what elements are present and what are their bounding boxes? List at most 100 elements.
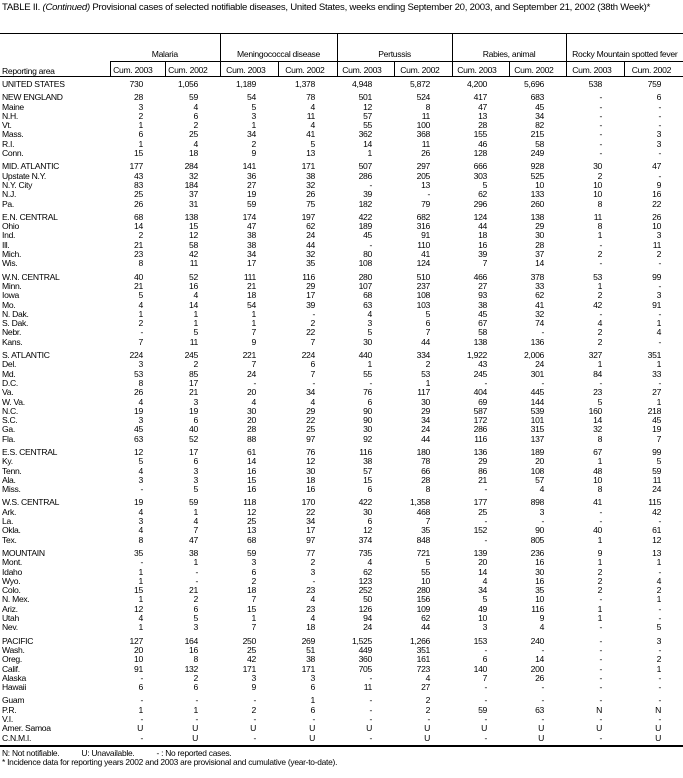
value-cell: -	[369, 239, 373, 250]
value-cell: 39	[478, 249, 488, 260]
value-cell: 5	[193, 613, 199, 624]
value-cell: 24	[363, 622, 373, 633]
reporting-area-cell: Wyo.	[2, 575, 21, 586]
value-cell: -	[658, 308, 662, 319]
subheader-cum-2003: Cum. 2003	[219, 61, 279, 77]
table-row: Ill. 21 58 38 44 - 110 16 28 - 11	[0, 239, 683, 250]
value-cell: 7	[310, 368, 316, 379]
value-cell: 5	[193, 484, 199, 495]
value-cell: 315	[530, 424, 545, 435]
value-cell: -	[140, 714, 143, 724]
value-cell: -	[195, 714, 199, 724]
reporting-area-cell: Oreg.	[2, 654, 22, 665]
table-row: La. 3 4 25 34 6 7- - - -	[0, 516, 683, 527]
value-cell: 61	[247, 446, 257, 457]
value-cell: U	[278, 733, 338, 747]
value-cell: 91	[652, 299, 662, 310]
reporting-area-cell: N. Dak.	[2, 308, 29, 319]
table-row: S. ATLANTIC 224 245 221 224 440 334 1,922 2,006 3…	[0, 347, 683, 360]
value-cell: 124	[473, 211, 488, 222]
value-cell: 29	[421, 405, 431, 416]
value-cell: -	[369, 672, 373, 683]
value-cell: 7	[251, 622, 257, 633]
value-cell: 86	[478, 465, 488, 476]
header-rabies: Rabies, animal	[451, 33, 567, 62]
value-cell: 26	[134, 198, 143, 209]
value-cell: 5,696	[524, 79, 545, 89]
table-row: Ind. 2 12 38 24 45 91 18 30 1 3	[0, 230, 683, 241]
value-cell: 99	[652, 446, 662, 457]
value-cell: 245	[184, 350, 199, 361]
reporting-area-cell: MOUNTAIN	[2, 547, 45, 558]
value-cell: 6	[310, 359, 316, 370]
value-cell: 362	[358, 129, 373, 140]
value-cell: 124	[416, 258, 431, 269]
value-cell: 136	[473, 446, 488, 457]
reporting-area-cell: S.C.	[2, 415, 18, 426]
value-cell: 51	[306, 644, 316, 655]
value-cell: 4	[425, 672, 431, 683]
value-cell: U	[481, 723, 488, 734]
value-cell: 13	[247, 525, 257, 536]
value-cell: 7	[482, 258, 488, 269]
value-cell: 37	[189, 189, 199, 200]
reporting-area-cell: Del.	[2, 359, 17, 370]
reporting-area-cell: Mo.	[2, 299, 16, 310]
table-row: Kans. 7 11 9 7 30 44 138 136 2 -	[0, 336, 683, 347]
value-cell: 2	[656, 249, 662, 260]
value-cell: 90	[363, 415, 373, 426]
value-cell: 27	[421, 682, 431, 693]
value-cell: 1	[656, 359, 662, 370]
value-cell: 22	[306, 415, 316, 426]
value-cell: 4,200	[467, 79, 488, 89]
value-cell: 1	[310, 695, 316, 706]
table-row: Tex. 8 47 68 97 374 848 - 805 1 12	[0, 534, 683, 545]
value-cell: 45	[363, 230, 373, 241]
value-cell: 1	[138, 120, 144, 131]
value-cell: 44	[478, 221, 488, 232]
reporting-area-cell: La.	[2, 516, 14, 527]
table-row: Tenn. 4 3 16 30 57 66 86 108 48 59	[0, 465, 683, 476]
value-cell: 78	[306, 92, 316, 103]
value-cell: 55	[363, 120, 373, 131]
value-cell: 30	[247, 405, 257, 416]
value-cell: 4	[310, 101, 316, 112]
value-cell: 30	[363, 506, 373, 517]
value-cell: 215	[530, 129, 545, 140]
value-cell: 26	[421, 148, 431, 159]
value-cell: 11	[593, 211, 603, 222]
value-cell: -	[140, 327, 143, 338]
value-cell: 20	[247, 415, 257, 426]
reporting-area-cell: S. Dak.	[2, 318, 29, 329]
value-cell: 1	[597, 557, 603, 568]
value-cell: 374	[358, 534, 373, 545]
reporting-area-cell: Wash.	[2, 644, 25, 655]
value-cell: -	[599, 506, 603, 517]
value-cell: 25	[189, 129, 199, 140]
value-cell: 286	[358, 170, 373, 181]
table-title: TABLE II. (Continued) Provisional cases …	[0, 0, 683, 31]
value-cell: 4	[138, 299, 144, 310]
subheader-cum-2003: Cum. 2003	[336, 61, 395, 77]
value-cell: 16	[247, 484, 257, 495]
value-cell: -	[312, 714, 316, 724]
value-cell: 8	[138, 534, 144, 545]
value-cell: -	[599, 239, 603, 250]
value-cell: 8	[138, 377, 144, 388]
value-cell: 6	[367, 516, 373, 527]
table-row: W.N. CENTRAL 40 52 111 116 280 510 466 378 53 99	[0, 269, 683, 282]
value-cell: -	[599, 258, 603, 269]
value-cell: 97	[306, 433, 316, 444]
value-cell: 11	[306, 110, 316, 121]
value-cell: 6	[138, 682, 144, 693]
value-cell: 1	[425, 377, 431, 388]
value-cell: 138	[473, 336, 488, 347]
value-cell: 43	[478, 359, 488, 370]
table-row: Conn. 15 18 9 13 1 26 128 249 - -	[0, 148, 683, 159]
subheader-cum-2002: Cum. 2002	[164, 61, 221, 77]
value-cell: 2	[597, 327, 603, 338]
value-cell: 61	[652, 525, 662, 536]
value-cell: 4	[138, 396, 144, 407]
value-cell: -	[369, 704, 373, 715]
value-cell: 15	[189, 221, 199, 232]
